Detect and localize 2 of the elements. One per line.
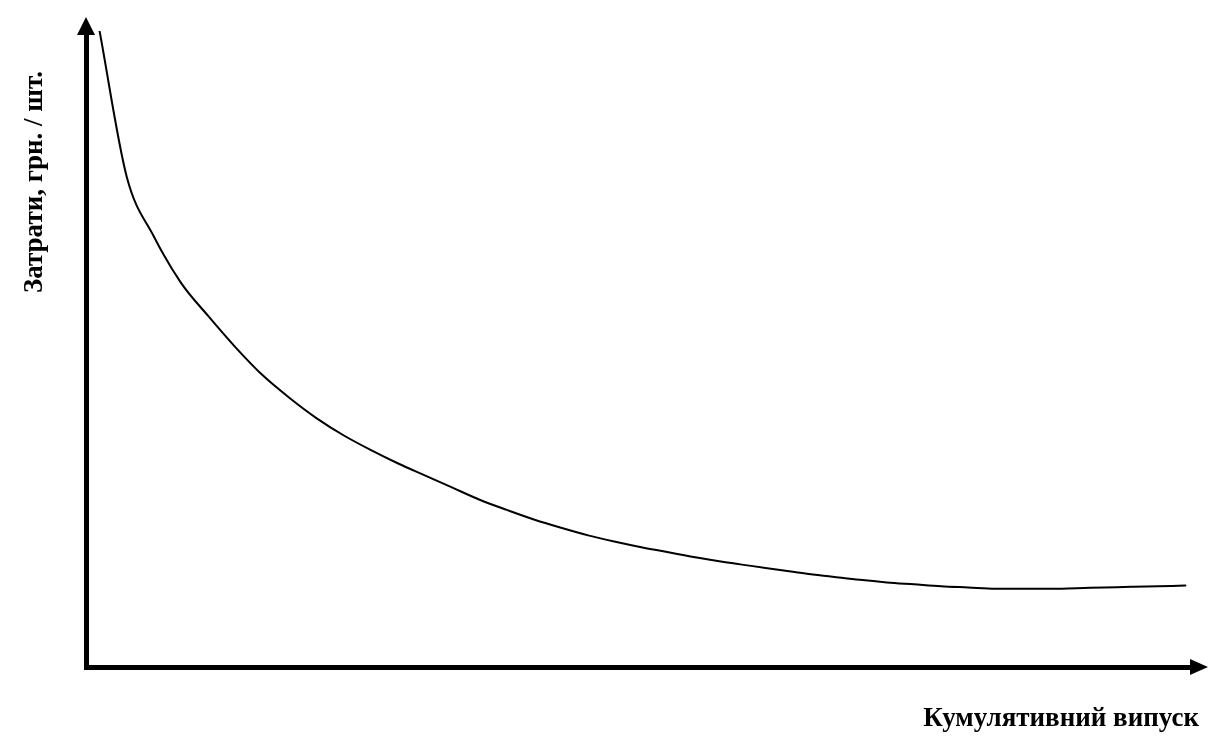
x-axis-title: Кумулятивний випуск (923, 702, 1199, 733)
y-axis-title: Затрати, грн. / шт. (17, 70, 49, 294)
